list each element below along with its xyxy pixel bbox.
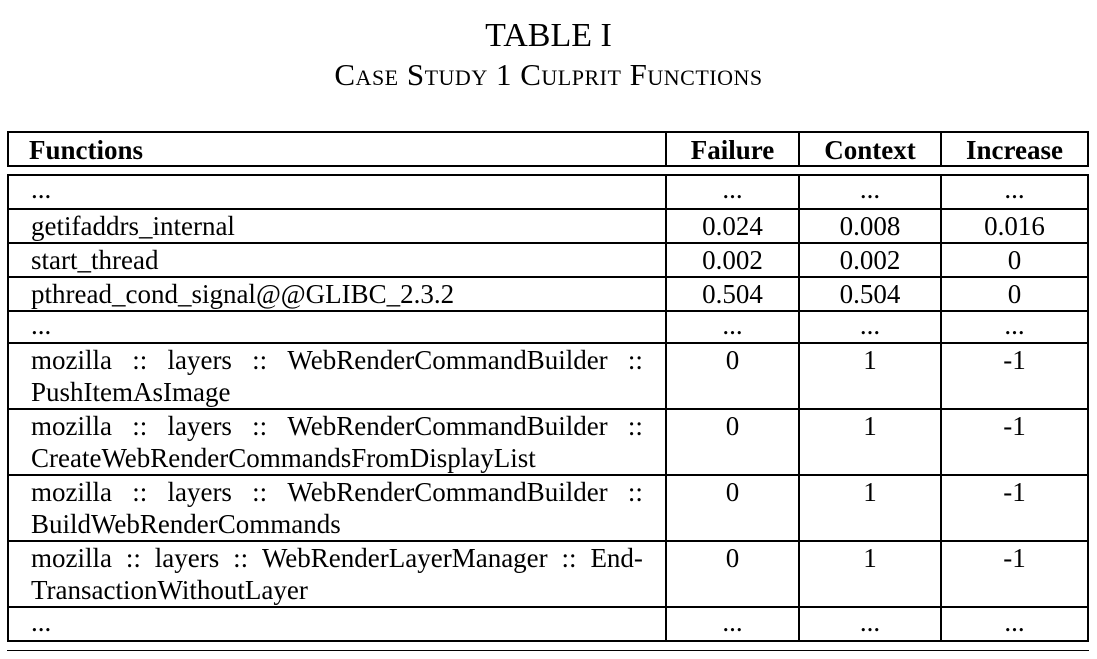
- function-token: ::: [627, 411, 643, 441]
- failure-cell: 0: [667, 344, 800, 408]
- increase-cell: ...: [1004, 607, 1025, 637]
- function-token: layers: [167, 477, 232, 507]
- context-cell: 0.504: [800, 278, 942, 310]
- failure-cell: 0.002: [667, 244, 800, 276]
- context-cell: 1: [800, 410, 942, 474]
- function-line-1: mozilla:: layers:: WebRenderCommandBuilder…: [31, 410, 643, 442]
- table-row: ... ... ... ...: [7, 174, 1089, 210]
- context-cell: ...: [800, 176, 942, 208]
- table-number: TABLE I: [485, 17, 612, 54]
- bottom-rule: [7, 650, 1089, 651]
- function-line-2: TransactionWithoutLayer: [31, 575, 308, 605]
- function-line-2: BuildWebRenderCommands: [31, 509, 341, 539]
- failure-cell: 0: [667, 476, 800, 540]
- function-token: mozilla: [31, 543, 112, 573]
- function-cell: ...: [9, 176, 667, 208]
- function-cell: mozilla:: layers:: WebRenderCommandBuilder…: [9, 344, 667, 408]
- function-cell: ...: [9, 608, 667, 640]
- function-token: layers: [154, 543, 220, 573]
- table-row: pthread_cond_signal@@GLIBC_2.3.2 0.504 0…: [7, 278, 1089, 312]
- function-token: ::: [627, 345, 643, 375]
- header-failure: Failure: [667, 133, 800, 165]
- increase-cell: 0: [1007, 279, 1022, 309]
- function-cell: pthread_cond_signal@@GLIBC_2.3.2: [9, 278, 667, 310]
- failure-cell: 0: [667, 410, 800, 474]
- function-token: ::: [627, 477, 643, 507]
- table-row: mozilla:: layers:: WebRenderCommandBuilder…: [7, 476, 1089, 542]
- increase-cell: -1: [1003, 345, 1026, 375]
- context-cell: 1: [800, 476, 942, 540]
- failure-cell: ...: [667, 608, 800, 640]
- function-token: ::: [132, 345, 148, 375]
- failure-cell: ...: [667, 312, 800, 342]
- function-line-1: mozilla:: layers:: WebRenderCommandBuilder…: [31, 476, 643, 508]
- function-token: ::: [252, 411, 268, 441]
- failure-cell: ...: [667, 176, 800, 208]
- function-cell: getifaddrs_internal: [9, 210, 667, 242]
- table-row: start_thread 0.002 0.002 0: [7, 244, 1089, 278]
- function-token: ::: [233, 543, 249, 573]
- context-cell: ...: [800, 608, 942, 640]
- failure-cell: 0.024: [667, 210, 800, 242]
- header-functions: Functions: [9, 133, 667, 165]
- increase-cell: ...: [1004, 174, 1025, 204]
- function-token: WebRenderCommandBuilder: [287, 411, 608, 441]
- function-cell: mozilla:: layers:: WebRenderCommandBuilder…: [9, 476, 667, 540]
- header-increase: Increase: [966, 135, 1063, 165]
- increase-cell: -1: [1003, 477, 1026, 507]
- function-token: layers: [167, 345, 232, 375]
- context-cell: 1: [800, 542, 942, 606]
- context-cell: 1: [800, 344, 942, 408]
- table-row: mozilla:: layers:: WebRenderCommandBuilder…: [7, 344, 1089, 410]
- context-cell: 0.008: [800, 210, 942, 242]
- function-cell: mozilla:: layers:: WebRenderLayerManager::…: [9, 542, 667, 606]
- function-token: ::: [252, 477, 268, 507]
- function-token: ::: [132, 411, 148, 441]
- function-token: WebRenderLayerManager: [261, 543, 548, 573]
- function-token: mozilla: [31, 411, 112, 441]
- increase-cell: -1: [1003, 543, 1026, 573]
- increase-cell: 0.016: [984, 211, 1045, 241]
- function-cell: mozilla:: layers:: WebRenderCommandBuilder…: [9, 410, 667, 474]
- function-cell: ...: [9, 312, 667, 342]
- function-token: ::: [252, 345, 268, 375]
- increase-cell: -1: [1003, 411, 1026, 441]
- function-token: ::: [125, 543, 141, 573]
- context-cell: 0.002: [800, 244, 942, 276]
- function-token: mozilla: [31, 477, 112, 507]
- failure-cell: 0.504: [667, 278, 800, 310]
- function-token: layers: [167, 411, 232, 441]
- header-context: Context: [800, 133, 942, 165]
- function-line-2: PushItemAsImage: [31, 377, 231, 407]
- table-row: ... ... ... ...: [7, 312, 1089, 344]
- function-line-1: mozilla:: layers:: WebRenderLayerManager::…: [31, 542, 643, 574]
- increase-cell: 0: [1007, 245, 1022, 275]
- function-token: mozilla: [31, 345, 112, 375]
- table-row: mozilla:: layers:: WebRenderLayerManager::…: [7, 542, 1089, 608]
- function-line-1: mozilla:: layers:: WebRenderCommandBuilder…: [31, 344, 643, 376]
- table-row: ... ... ... ...: [7, 608, 1089, 642]
- function-line-2: CreateWebRenderCommandsFromDisplayList: [31, 443, 536, 473]
- table-row: getifaddrs_internal 0.024 0.008 0.016: [7, 210, 1089, 244]
- table-title: Case Study 1 Culprit Functions: [334, 57, 763, 92]
- increase-cell: ...: [1004, 310, 1025, 340]
- function-cell: start_thread: [9, 244, 667, 276]
- function-token: ::: [561, 543, 577, 573]
- context-cell: ...: [800, 312, 942, 342]
- table-header-row: Functions Failure Context Increase: [7, 131, 1089, 167]
- function-token: WebRenderCommandBuilder: [287, 345, 608, 375]
- function-token: End-: [590, 543, 643, 573]
- function-token: WebRenderCommandBuilder: [287, 477, 608, 507]
- table-row: mozilla:: layers:: WebRenderCommandBuilder…: [7, 410, 1089, 476]
- failure-cell: 0: [667, 542, 800, 606]
- function-token: ::: [132, 477, 148, 507]
